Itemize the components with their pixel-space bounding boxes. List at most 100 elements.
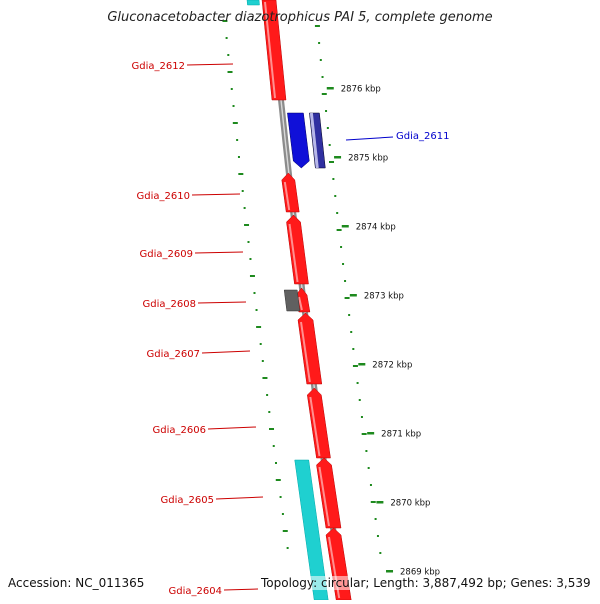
scale-tick-mark <box>334 156 342 159</box>
gc-tick <box>365 450 368 452</box>
scale-tick-mark <box>349 294 357 297</box>
gc-tick <box>350 331 353 333</box>
gc-tick <box>360 416 363 418</box>
gc-tick <box>379 552 382 554</box>
gene-label-gdia-2606[interactable]: Gdia_2606 <box>153 425 206 436</box>
gc-tick <box>268 411 271 413</box>
gc-tick <box>249 258 252 260</box>
gc-tick <box>261 360 264 362</box>
gc-tick <box>321 93 327 95</box>
feature-track <box>246 0 352 601</box>
gc-tick <box>314 25 320 27</box>
gene-label-gdia-2604[interactable]: Gdia_2604 <box>169 586 222 597</box>
scale-tick-label: 2876 kbp <box>341 85 381 95</box>
gc-tick <box>227 54 230 56</box>
gc-tick <box>332 178 335 180</box>
gene-labels: Gdia_2612 Gdia_2611 Gdia_2610 Gdia_2609 Gdia… <box>132 61 450 597</box>
gene-arrow-gdia-2607[interactable] <box>297 312 323 385</box>
gc-tick <box>244 224 250 226</box>
gene-arrow-shine <box>298 296 303 311</box>
gc-tick <box>336 212 339 214</box>
gc-tick <box>255 309 258 311</box>
gc-tick <box>348 314 351 316</box>
gene-arrow-gdia-2606[interactable] <box>307 387 331 459</box>
gene-label-gdia-2609[interactable]: Gdia_2609 <box>140 249 193 260</box>
gc-tick <box>230 88 233 90</box>
gene-label-gdia-2611[interactable]: Gdia_2611 <box>396 131 449 142</box>
topology-text: Topology: circular; Length: 3,887,492 bp… <box>261 576 591 590</box>
gene-label-gdia-2608[interactable]: Gdia_2608 <box>143 299 196 310</box>
gene-label-gdia-2607[interactable]: Gdia_2607 <box>147 349 200 360</box>
gc-tick <box>274 462 277 464</box>
gc-tick <box>266 394 269 396</box>
scale-tick-mark <box>367 432 375 435</box>
accession-text: Accession: NC_011365 <box>8 576 145 590</box>
gc-tick <box>281 513 284 515</box>
gc-tick <box>275 479 281 481</box>
gc-tick <box>352 348 355 350</box>
scale-tick-mark <box>326 87 334 90</box>
gc-tick <box>342 263 345 265</box>
gene-leader-line <box>197 301 247 304</box>
gc-tick <box>286 547 289 549</box>
gene-label-gdia-2612[interactable]: Gdia_2612 <box>132 61 185 72</box>
gene-arrow-shine <box>318 466 330 527</box>
gc-tick <box>282 530 288 532</box>
gc-tick <box>262 377 268 379</box>
gene-label-gdia-2605[interactable]: Gdia_2605 <box>161 495 214 506</box>
scale-tick-label: 2870 kbp <box>390 499 430 509</box>
gc-skew-track <box>222 20 382 554</box>
gene-arrow-shine <box>288 223 299 283</box>
gene-arrow-gdia-2611[interactable] <box>287 112 310 169</box>
gene-leader-line <box>223 588 259 591</box>
gc-tick <box>344 297 350 299</box>
gc-tick <box>241 190 244 192</box>
gc-tick <box>272 445 275 447</box>
gc-tick <box>328 144 331 146</box>
gene-leader-line <box>215 496 264 500</box>
scale-tick-label: 2872 kbp <box>372 361 412 371</box>
scale-tick-label: 2874 kbp <box>356 223 396 233</box>
scale-tick-label: 2869 kbp <box>400 568 440 578</box>
gene-leader-line <box>186 63 234 66</box>
gc-tick <box>370 501 376 503</box>
scale-tick-mark <box>358 363 366 366</box>
genome-title: Gluconacetobacter diazotrophicus PAI 5, … <box>107 10 493 25</box>
gene-label-gdia-2610[interactable]: Gdia_2610 <box>137 191 190 202</box>
gc-tick <box>222 20 228 22</box>
gene-leader-line <box>201 350 251 354</box>
rna-feature-top[interactable] <box>246 0 260 6</box>
gc-tick <box>319 59 322 61</box>
gc-tick <box>236 139 239 141</box>
gene-arrow-shine <box>309 112 319 169</box>
gene-arrow-gdia-2610[interactable] <box>281 172 300 213</box>
gene-arrow-gdia-2609[interactable] <box>286 214 309 285</box>
scale-tick-mark <box>386 570 394 573</box>
gc-tick <box>376 535 379 537</box>
gc-tick <box>238 173 244 175</box>
gc-tick <box>340 246 343 248</box>
gc-tick <box>237 156 240 158</box>
scale-tick-label: 2871 kbp <box>381 430 421 440</box>
gc-tick <box>318 42 321 44</box>
gene-leader-line <box>345 136 394 141</box>
gc-tick <box>361 433 367 435</box>
gc-tick <box>356 382 359 384</box>
scale-tick-mark <box>376 501 384 504</box>
gc-tick <box>367 467 370 469</box>
gc-tick <box>358 399 361 401</box>
gc-tick <box>369 484 372 486</box>
gc-tick <box>329 161 335 163</box>
gc-tick <box>249 275 255 277</box>
gene-arrow-shine <box>283 181 291 211</box>
gc-tick <box>253 292 256 294</box>
gc-tick <box>321 76 324 78</box>
gc-tick <box>256 326 262 328</box>
gene-arrow-gdia-2608[interactable] <box>283 289 301 312</box>
gene-arrow-shine <box>264 1 276 99</box>
gc-tick <box>247 241 250 243</box>
gene-leader-line <box>207 426 257 430</box>
scale-tick-label: 2873 kbp <box>364 292 404 302</box>
